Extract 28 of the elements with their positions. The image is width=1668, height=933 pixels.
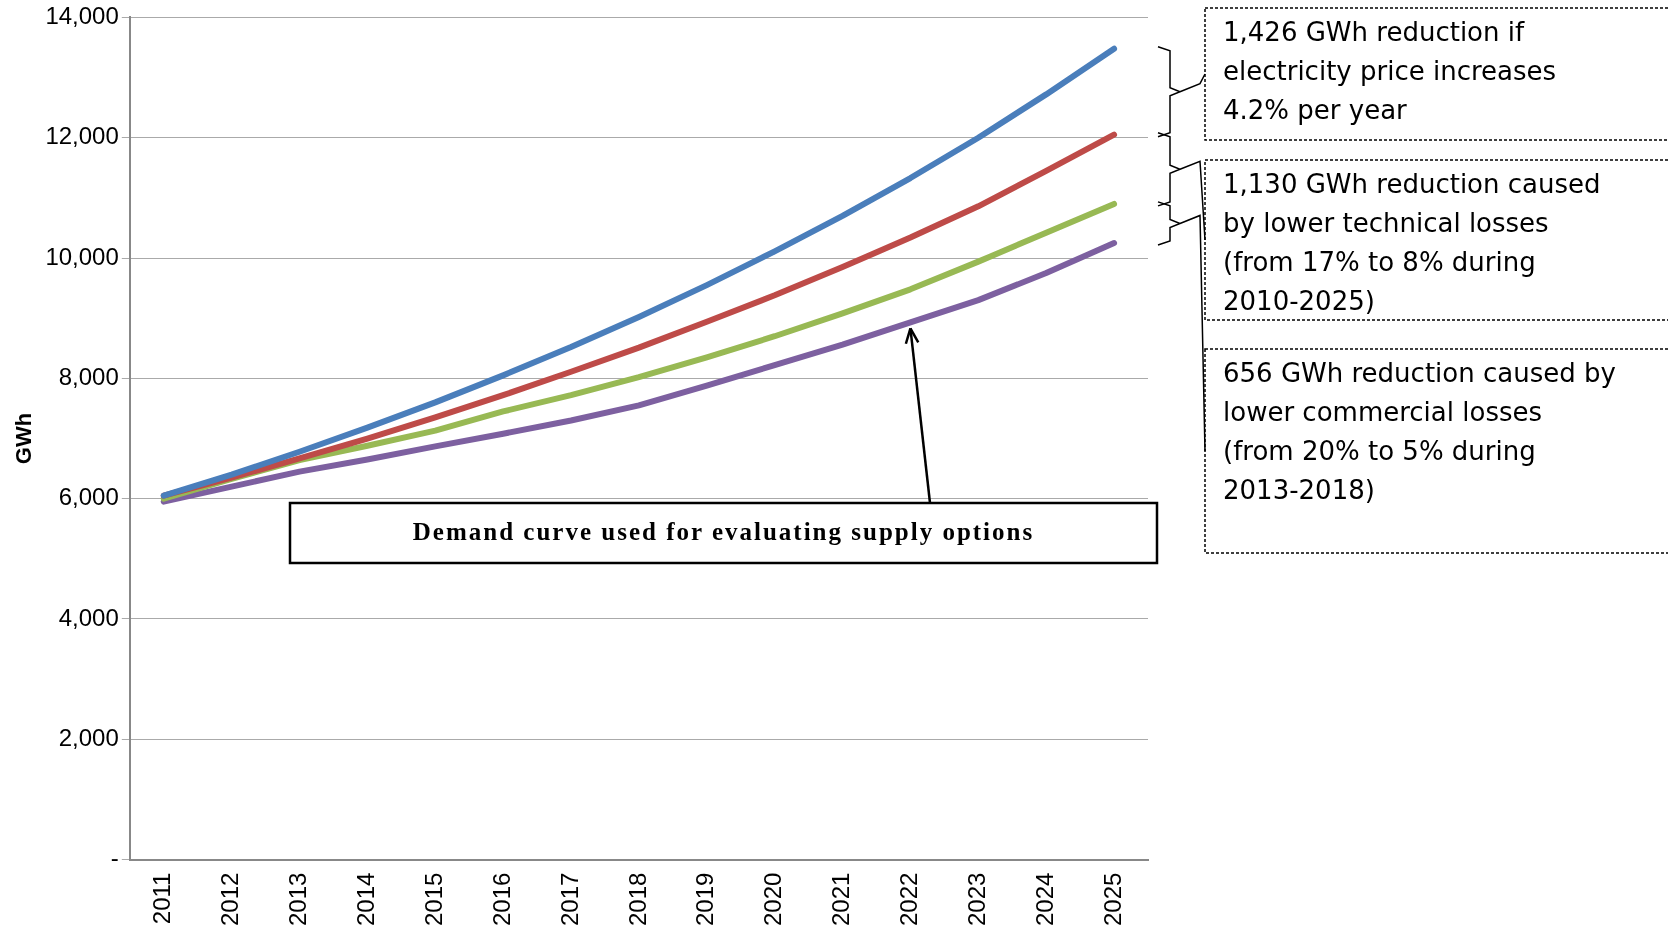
text: 1,426 GWh reduction if electricity price increases 4.2% per year: [1223, 16, 1557, 125]
y-tick-label: 10,000: [45, 242, 119, 270]
x-tick-label: 2012: [216, 872, 244, 926]
y-tick-label: 12,000: [45, 122, 119, 150]
x-tick-label: 2014: [352, 872, 380, 926]
x-tick-label: 2021: [827, 872, 855, 926]
x-tick-label: 2025: [1098, 872, 1126, 926]
y-tick-label: 4,000: [58, 603, 119, 631]
x-tick-label: 2023: [962, 872, 990, 926]
x-tick-label: 2016: [487, 872, 515, 926]
y-axis-title: GWh: [11, 412, 37, 465]
annotation: Demand curve used for evaluating supply options: [412, 518, 1035, 546]
text: 656 GWh reduction caused by lower commercial losses (from 20% to 5% during 2013-2018): [1223, 357, 1616, 505]
x-tick-label: 2020: [759, 872, 787, 926]
x-tick-label: 2024: [1030, 872, 1058, 926]
y-tick-label: 2,000: [58, 723, 119, 751]
x-tick-label: 2015: [419, 872, 447, 926]
x-tick-label: 2018: [623, 872, 651, 926]
x-tick-label: 2011: [148, 872, 176, 925]
x-tick-label: 2013: [284, 872, 312, 926]
x-tick-label: 2022: [895, 872, 923, 926]
text: 1,130 GWh reduction caused by lower technical losses (from 17% to 8% during 2010-2025): [1223, 168, 1601, 316]
y-tick-label: 8,000: [58, 362, 119, 390]
x-tick-label: 2017: [555, 872, 583, 926]
y-tick-label: -: [110, 844, 119, 872]
y-tick-label: 14,000: [45, 2, 119, 30]
y-tick-label: 6,000: [58, 483, 119, 511]
x-tick-label: 2019: [691, 872, 719, 926]
